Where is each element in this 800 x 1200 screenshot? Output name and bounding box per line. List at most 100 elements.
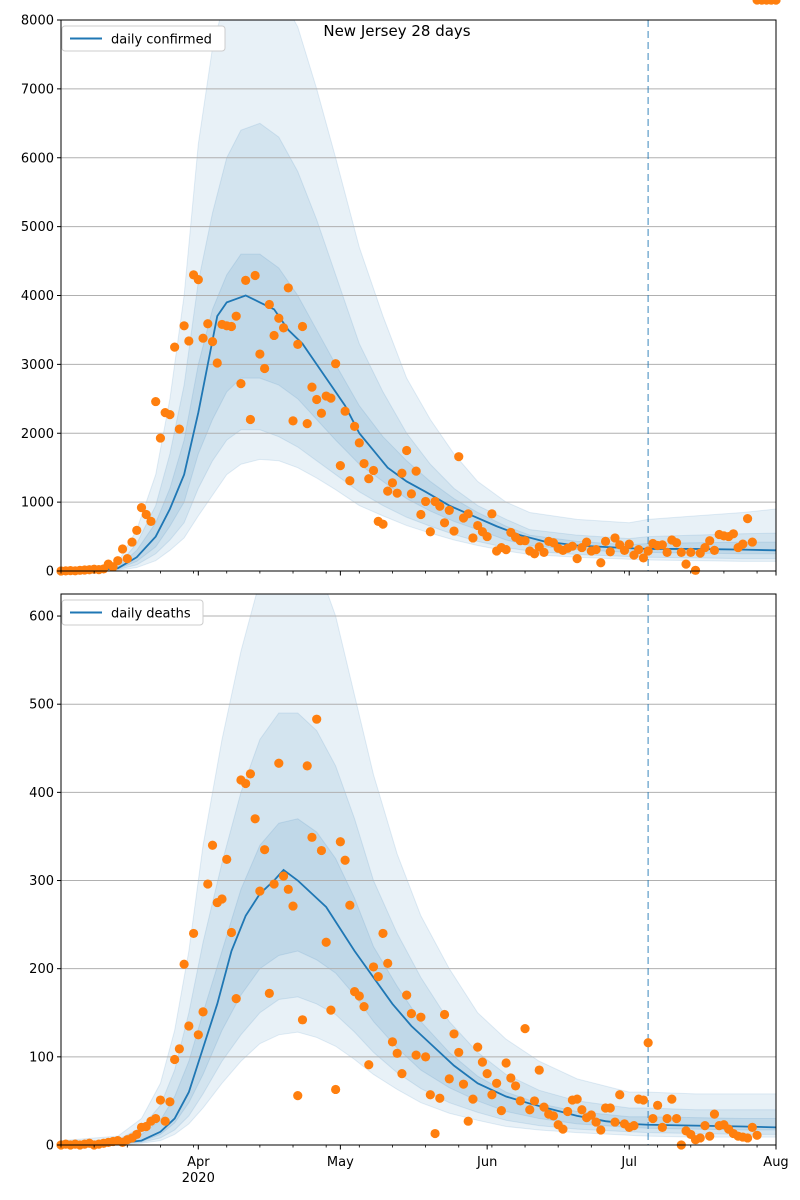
deaths-data-point <box>165 1097 175 1107</box>
deaths-data-point <box>577 1105 587 1115</box>
deaths-data-point <box>255 886 265 896</box>
deaths-data-point <box>274 758 284 768</box>
confirmed-data-point <box>747 537 757 547</box>
deaths-data-point <box>515 1096 525 1106</box>
deaths-data-point <box>667 1094 677 1104</box>
confirmed-data-point <box>260 363 270 374</box>
confirmed-data-point <box>349 421 360 431</box>
confirmed-data-point <box>132 525 142 535</box>
deaths-data-point <box>482 1068 492 1079</box>
confirmed-y-tick-label: 0 <box>46 565 54 580</box>
deaths-data-point <box>596 1125 606 1135</box>
deaths-band-mid <box>61 712 776 1145</box>
confirmed-data-point <box>326 393 336 403</box>
confirmed-data-point <box>184 336 194 346</box>
confirmed-y-tick-label: 7000 <box>21 82 54 97</box>
deaths-data-point <box>269 879 279 889</box>
deaths-data-point <box>529 1096 540 1106</box>
deaths-data-point <box>155 1095 166 1105</box>
confirmed-data-point <box>269 330 279 341</box>
confirmed-data-point <box>340 406 350 416</box>
deaths-data-point <box>316 845 327 856</box>
deaths-data-point <box>326 1005 336 1015</box>
confirmed-data-point <box>335 461 345 471</box>
deaths-legend: daily deaths <box>61 599 204 626</box>
deaths-band-outer <box>61 594 776 1145</box>
deaths-data-point <box>193 1030 203 1040</box>
confirmed-band-mid <box>61 122 776 571</box>
confirmed-uncertainty-bands <box>61 20 776 571</box>
chart-title: New Jersey 28 days <box>323 22 470 40</box>
confirmed-data-point <box>662 547 672 558</box>
deaths-data-point <box>250 814 260 824</box>
confirmed-data-point <box>368 465 379 476</box>
confirmed-data-point <box>207 337 218 347</box>
deaths-data-point <box>605 1103 615 1113</box>
confirmed-data-point <box>463 509 473 519</box>
confirmed-data-point <box>643 546 653 556</box>
confirmed-data-point <box>255 349 265 359</box>
deaths-data-point <box>629 1121 639 1131</box>
deaths-data-point <box>397 1068 407 1079</box>
deaths-data-point <box>297 1015 308 1025</box>
deaths-data-point <box>368 962 379 972</box>
confirmed-data-point <box>250 270 260 281</box>
deaths-data-point <box>653 1100 663 1110</box>
deaths-data-point <box>278 871 289 881</box>
confirmed-data-point <box>354 438 364 448</box>
confirmed-y-axis: 0 1000 2000 3000 4000 5000 6000 7000 8000 <box>21 14 61 580</box>
deaths-data-point <box>563 1106 573 1117</box>
confirmed-data-point <box>610 533 620 543</box>
confirmed-data-point <box>728 529 738 539</box>
deaths-data-point <box>591 1117 601 1127</box>
deaths-data-point <box>335 837 345 847</box>
confirmed-data-point <box>406 489 416 499</box>
confirmed-data-point <box>203 319 213 329</box>
deaths-y-tick-label: 500 <box>29 698 54 713</box>
confirmed-data-point <box>241 275 251 285</box>
deaths-data-point <box>496 1106 506 1116</box>
deaths-data-point <box>487 1090 497 1100</box>
confirmed-data-point <box>444 505 454 515</box>
deaths-data-point <box>662 1113 672 1124</box>
deaths-data-point <box>170 1054 180 1065</box>
deaths-data-point <box>510 1081 521 1091</box>
deaths-data-point <box>586 1110 596 1120</box>
deaths-data-point <box>615 1090 625 1100</box>
confirmed-data-point <box>700 542 710 553</box>
confirmed-data-point <box>539 547 549 558</box>
deaths-data-point <box>411 1050 421 1060</box>
confirmed-data-point <box>236 379 246 389</box>
confirmed-data-point <box>231 311 241 321</box>
deaths-data-point <box>340 855 350 865</box>
confirmed-data-point <box>705 536 715 546</box>
deaths-data-point <box>392 1048 402 1058</box>
deaths-data-point <box>264 988 274 998</box>
deaths-data-point <box>657 1122 667 1132</box>
deaths-data-point <box>383 958 393 968</box>
deaths-data-point <box>184 1021 194 1031</box>
deaths-data-point <box>525 1105 535 1115</box>
confirmed-data-point <box>605 547 615 557</box>
confirmed-data-point <box>278 323 289 333</box>
confirmed-data-point <box>307 382 317 392</box>
deaths-y-tick-label: 100 <box>29 1050 54 1065</box>
deaths-data-point <box>331 1084 341 1095</box>
confirmed-data-point <box>136 503 147 513</box>
confirmed-data-point <box>198 333 208 343</box>
confirmed-data-point <box>638 553 649 563</box>
confirmed-data-point <box>487 509 497 519</box>
confirmed-chart-panel: 0 1000 2000 3000 4000 5000 6000 7000 8000 New Je… <box>21 0 781 580</box>
confirmed-data-point <box>378 519 388 529</box>
confirmed-data-point <box>331 359 341 369</box>
deaths-data-point <box>492 1078 502 1088</box>
deaths-y-tick-label: 0 <box>46 1139 54 1154</box>
confirmed-data-point <box>425 527 435 537</box>
deaths-data-point <box>534 1065 544 1075</box>
confirmed-data-point <box>567 541 577 551</box>
deaths-data-point <box>222 854 232 864</box>
deaths-axes-frame <box>60 593 777 1146</box>
deaths-data-point <box>188 928 199 939</box>
deaths-data-point <box>307 832 317 842</box>
confirmed-data-point <box>397 468 407 478</box>
